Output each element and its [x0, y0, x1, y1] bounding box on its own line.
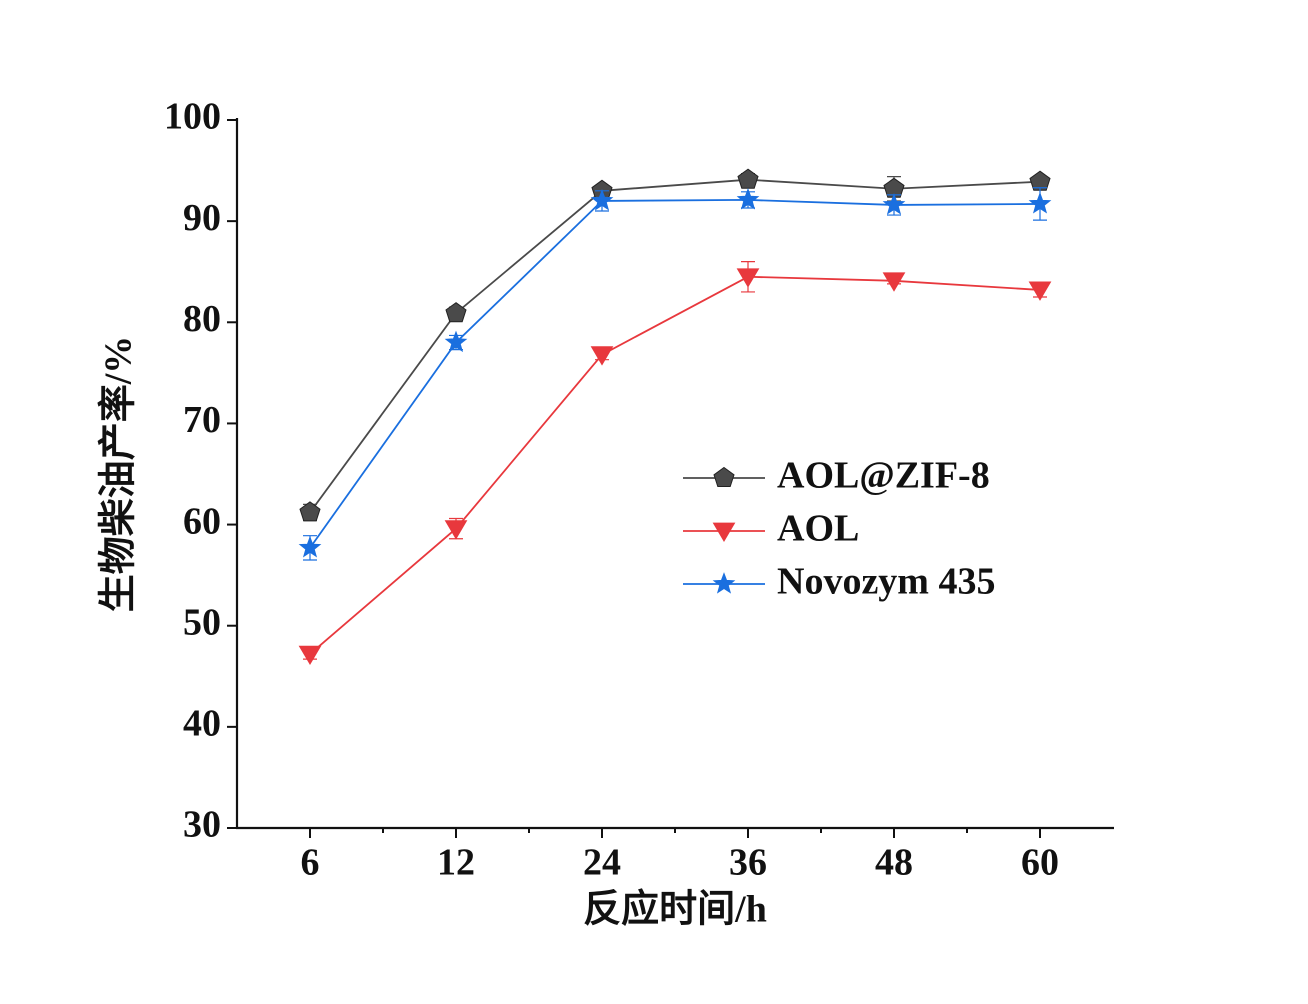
legend-label: AOL	[777, 508, 859, 550]
marker	[736, 187, 760, 210]
y-tick-label: 60	[183, 500, 221, 542]
marker	[882, 272, 906, 292]
marker	[736, 268, 760, 288]
x-tick-label: 60	[1021, 842, 1059, 884]
y-tick-label: 100	[164, 96, 221, 138]
marker	[590, 188, 614, 211]
series-line	[309, 275, 1041, 655]
x-tick-label: 24	[583, 842, 621, 884]
x-tick-label: 36	[729, 842, 767, 884]
x-tick-label: 6	[301, 842, 320, 884]
marker	[590, 346, 614, 366]
marker	[445, 302, 467, 323]
x-tick-label: 12	[437, 842, 475, 884]
y-axis-title: 生物柴油产率/%	[98, 336, 140, 613]
legend-marker	[713, 466, 735, 487]
marker	[444, 330, 468, 353]
marker	[444, 520, 468, 540]
marker	[298, 645, 322, 665]
marker	[882, 193, 906, 215]
y-tick-label: 80	[183, 298, 221, 340]
marker	[1028, 281, 1052, 301]
y-tick-label: 90	[183, 197, 221, 239]
x-tick-label: 48	[875, 842, 913, 884]
series-line	[309, 178, 1041, 513]
x-axis-title: 反应时间/h	[583, 889, 767, 931]
legend-label: Novozym 435	[777, 561, 995, 603]
marker	[298, 535, 322, 558]
legend-marker	[712, 522, 736, 542]
y-tick-label: 30	[183, 804, 221, 846]
legend-marker	[712, 572, 736, 594]
y-tick-label: 50	[183, 601, 221, 643]
y-tick-label: 70	[183, 399, 221, 441]
marker	[299, 501, 321, 522]
y-tick-label: 40	[183, 703, 221, 745]
marker	[1028, 191, 1052, 214]
marker	[737, 168, 759, 189]
legend-label: AOL@ZIF-8	[777, 455, 990, 497]
series-line	[309, 199, 1041, 549]
